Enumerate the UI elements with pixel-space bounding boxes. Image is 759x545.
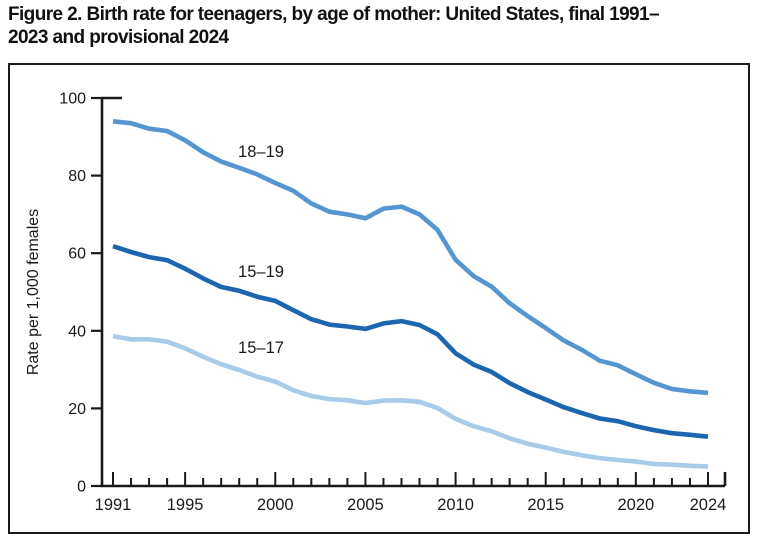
x-tick-label: 2024 — [690, 496, 727, 514]
y-tick-label: 80 — [68, 168, 86, 185]
y-tick-label: 60 — [68, 246, 86, 263]
chart-frame — [8, 63, 750, 534]
x-tick-label: 2015 — [527, 496, 564, 514]
y-tick-label: 100 — [59, 91, 86, 108]
series-line-15-19 — [112, 244, 709, 439]
x-tick-label: 2020 — [618, 496, 655, 514]
x-tick-label: 1995 — [167, 496, 204, 514]
series-line-18-19 — [112, 119, 709, 396]
series-line-15-17 — [112, 333, 709, 469]
x-tick-label: 1991 — [95, 496, 132, 514]
y-tick-label: 0 — [77, 479, 86, 496]
x-tick-label: 2010 — [437, 496, 474, 514]
series-label-15-17: 15–17 — [238, 339, 284, 357]
series-label-15-19: 15–19 — [238, 263, 284, 281]
y-tick-label: 40 — [68, 323, 86, 340]
x-tick-label: 2000 — [257, 496, 294, 514]
x-tick-label: 2005 — [347, 496, 384, 514]
series-label-18-19: 18–19 — [238, 143, 284, 161]
y-axis-title: Rate per 1,000 females — [25, 209, 42, 375]
figure-title: Figure 2. Birth rate for teenagers, by a… — [8, 4, 660, 49]
y-tick-label: 20 — [68, 401, 86, 418]
